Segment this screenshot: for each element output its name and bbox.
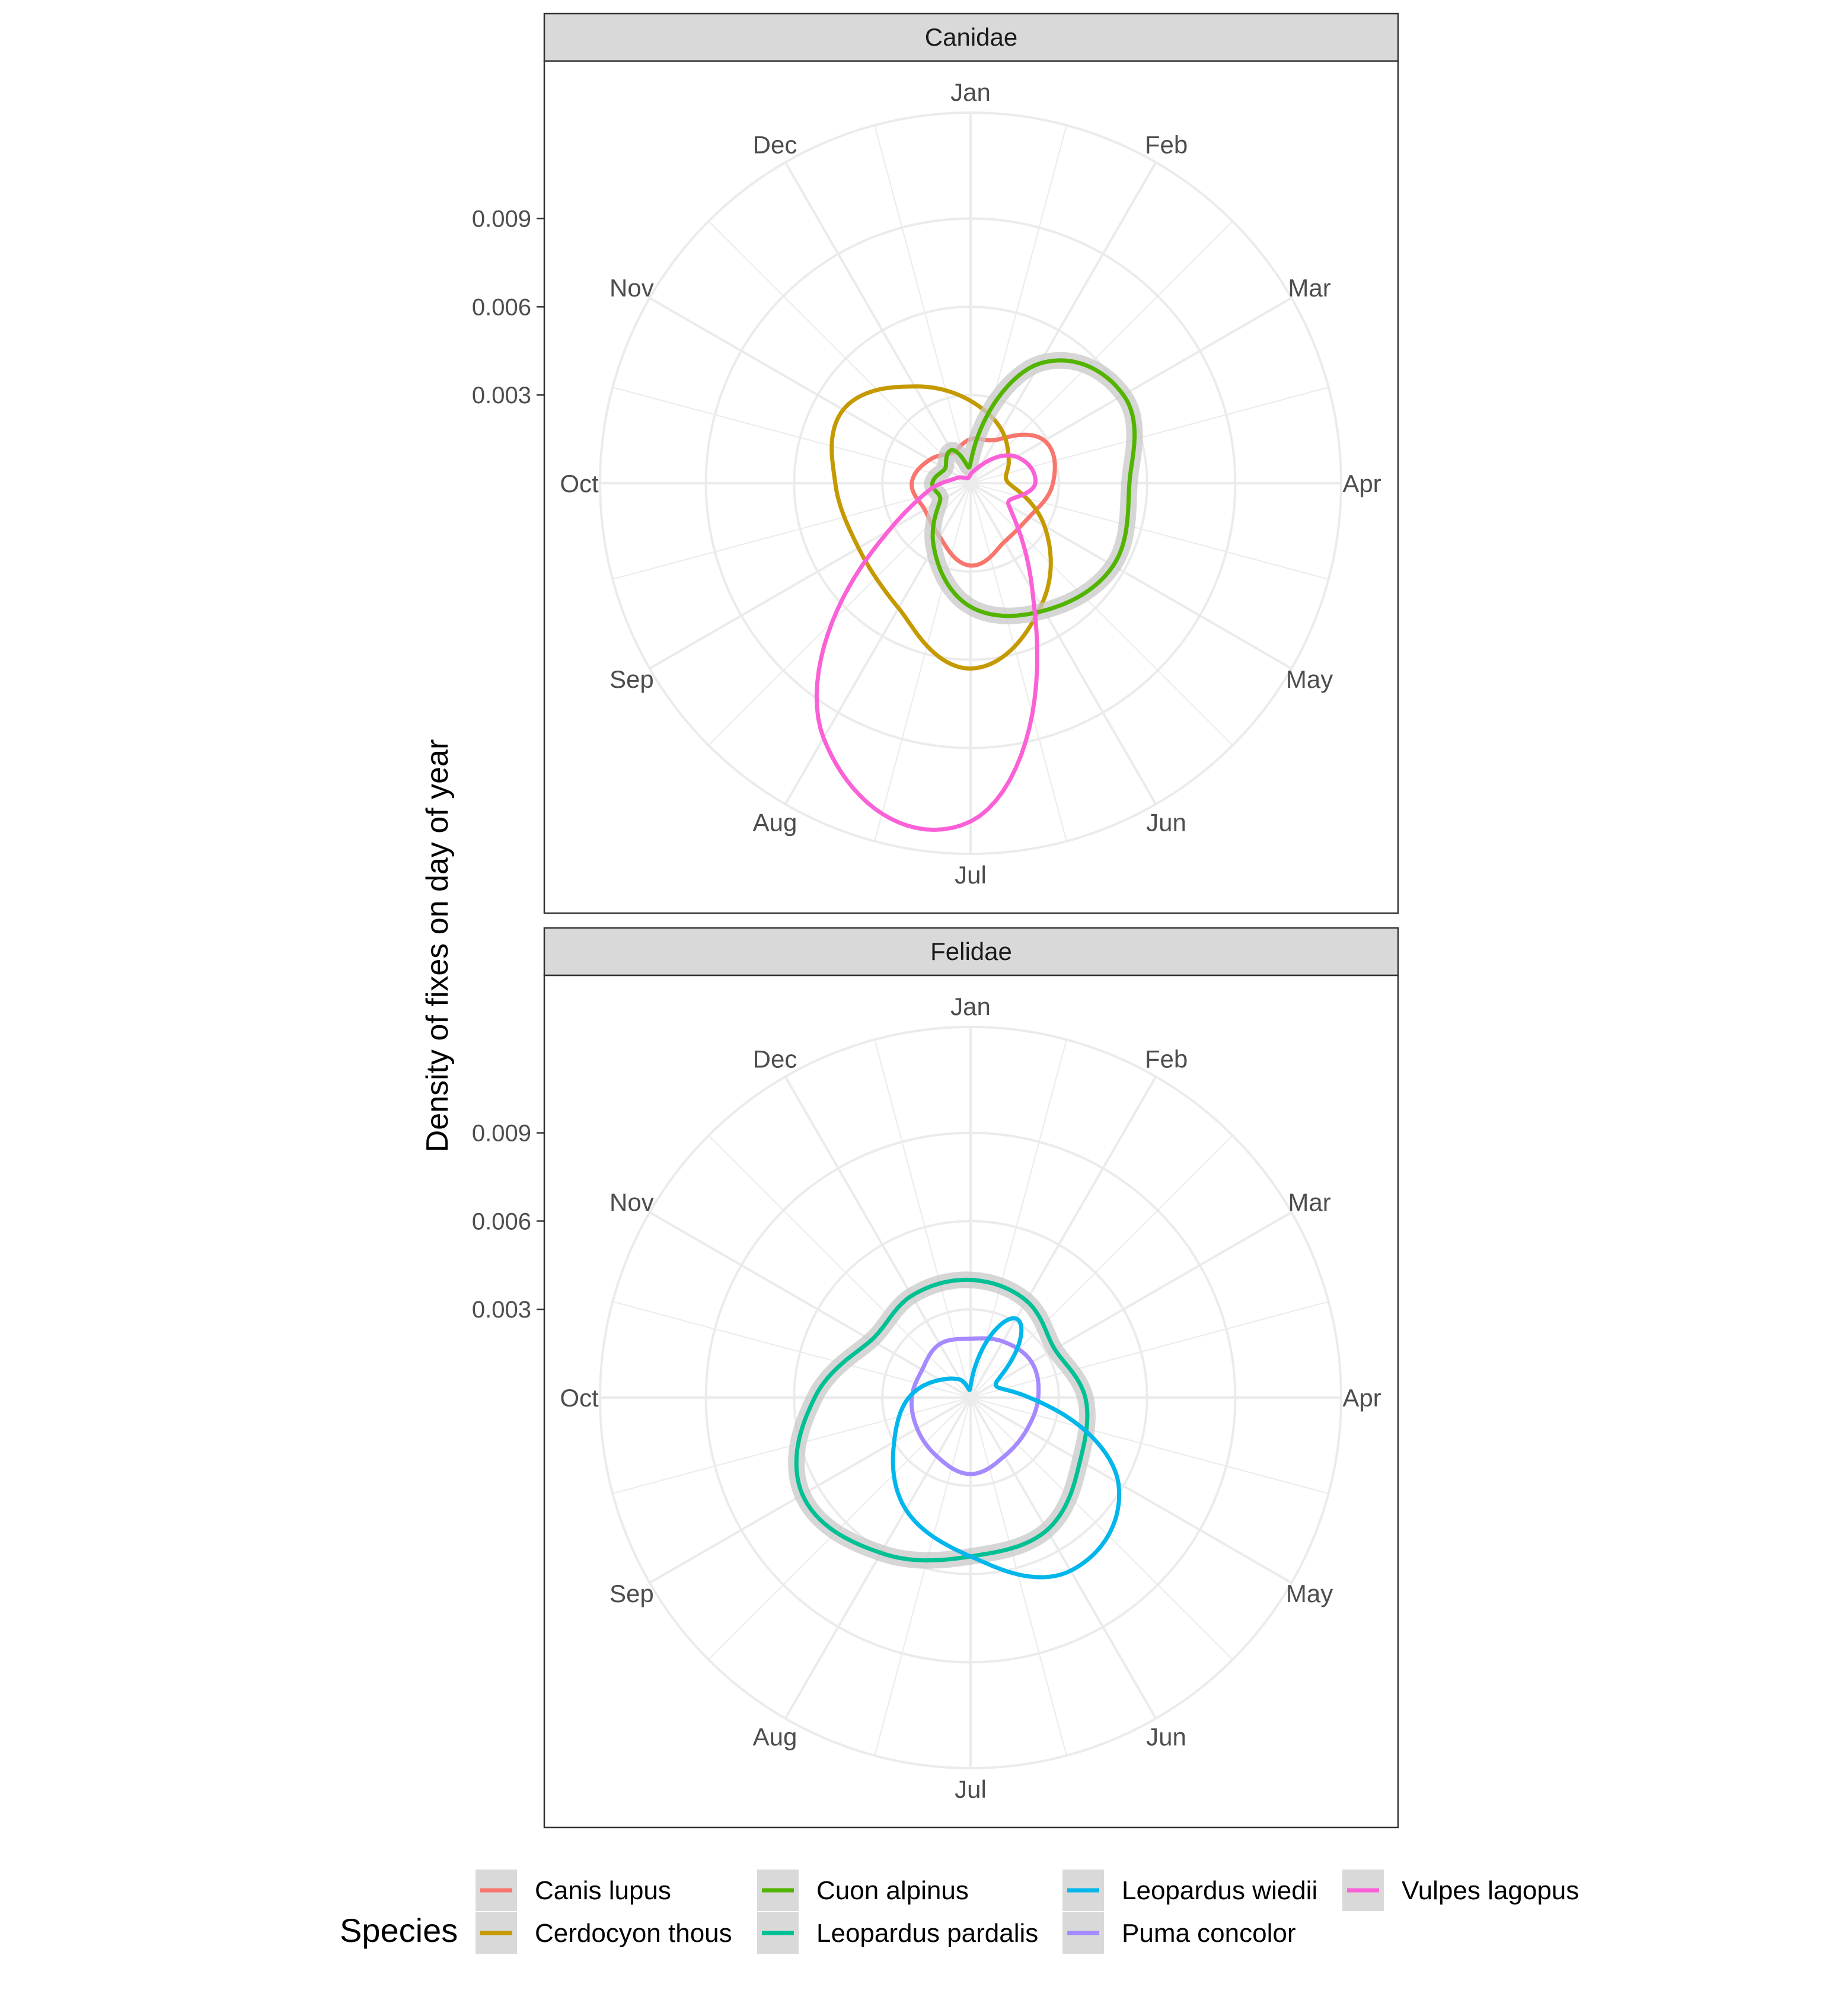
legend-label: Cerdocyon thous: [535, 1919, 732, 1948]
curve-vulpes-lagopus: [814, 453, 1039, 832]
r-tick-label: 0.009: [472, 206, 531, 232]
panel-felidae: Felidae Jan Feb Mar Apr May Jun Jul Aug Sep Oct No…: [472, 927, 1399, 1829]
legend-item: Leopardus wiedii: [1062, 1870, 1317, 1911]
legend: Species Canis lupus Cerdocyon thous Cuon a…: [340, 1870, 1579, 1954]
grid-spoke-minor: [970, 1397, 1233, 1660]
legend-label: Vulpes lagopus: [1402, 1876, 1579, 1905]
month-label-feb: Feb: [1145, 130, 1188, 158]
grid-spoke: [970, 1396, 1293, 1584]
grid-spoke-minor: [612, 1301, 971, 1398]
grid-spoke: [969, 1397, 1157, 1720]
grid-spoke: [969, 483, 1157, 805]
grid-spoke-minor: [874, 483, 971, 841]
grid-spoke: [649, 296, 971, 484]
polar-grid: [599, 111, 1342, 855]
grid-spoke-minor: [970, 1301, 1329, 1398]
month-label-dec: Dec: [753, 130, 797, 158]
month-label-nov: Nov: [610, 1188, 654, 1216]
grid-spoke-minor: [970, 483, 1067, 841]
legend-label: Puma concolor: [1122, 1919, 1295, 1948]
grid-spoke-minor: [970, 221, 1233, 484]
grid-spoke-minor: [612, 387, 971, 484]
grid-spoke-minor: [612, 483, 971, 580]
legend-label: Cuon alpinus: [816, 1876, 969, 1905]
radial-axis-ticks: 0.003 0.006 0.009: [472, 1121, 544, 1323]
grid-spoke: [970, 482, 1293, 670]
density-curves: [814, 352, 1143, 832]
month-labels: Jan Feb Mar Apr May Jun Jul Aug Sep Oct Nov Dec: [560, 78, 1381, 889]
grid-spoke: [784, 161, 972, 484]
curve-cerdocyon-thous: [829, 384, 1053, 671]
radial-axis-ticks: 0.003 0.006 0.009: [472, 206, 544, 409]
month-label-jul: Jul: [955, 861, 987, 889]
polar-grid: [599, 1026, 1342, 1769]
legend-keys: Canis lupus Cerdocyon thous Cuon alpinus Le…: [476, 1870, 1579, 1954]
r-tick-label: 0.009: [472, 1121, 531, 1147]
month-label-apr: Apr: [1342, 470, 1381, 497]
month-label-apr: Apr: [1342, 1384, 1381, 1412]
month-label-may: May: [1286, 1580, 1333, 1607]
month-label-dec: Dec: [753, 1045, 797, 1073]
legend-item: Vulpes lagopus: [1342, 1870, 1579, 1911]
density-curves: [788, 1271, 1122, 1580]
curve-puma-concolor: [909, 1336, 1041, 1476]
legend-item: Cerdocyon thous: [476, 1912, 732, 1954]
curve-leopardus-wiedii: [891, 1316, 1122, 1580]
legend-label: Canis lupus: [535, 1876, 671, 1905]
curve-cuon-alpinus: [930, 358, 1137, 618]
month-label-jun: Jun: [1146, 1723, 1186, 1751]
legend-item: Canis lupus: [476, 1870, 671, 1911]
curve-canis-lupus: [910, 432, 1057, 568]
month-label-aug: Aug: [753, 809, 797, 837]
grid-spoke: [970, 296, 1293, 484]
panel-canidae: Canidae Jan Feb Mar Apr May Jun Jul Aug Sep Oct No…: [472, 12, 1399, 914]
grid-spoke-minor: [874, 125, 971, 484]
month-labels: Jan Feb Mar Apr May Jun Jul Aug Sep Oct Nov Dec: [560, 993, 1381, 1803]
month-label-jan: Jan: [950, 993, 991, 1020]
r-tick-label: 0.006: [472, 1208, 531, 1235]
legend-title: Species: [340, 1912, 458, 1949]
month-label-may: May: [1286, 665, 1333, 693]
month-label-jan: Jan: [950, 78, 991, 106]
legend-label: Leopardus wiedii: [1122, 1876, 1317, 1905]
panel-title: Felidae: [930, 937, 1012, 965]
r-tick-label: 0.003: [472, 382, 531, 409]
month-label-mar: Mar: [1288, 274, 1330, 302]
legend-item: Leopardus pardalis: [757, 1912, 1038, 1954]
r-tick-label: 0.003: [472, 1297, 531, 1323]
month-label-jul: Jul: [955, 1775, 987, 1803]
panel-strip: [543, 12, 1399, 62]
month-label-sep: Sep: [610, 665, 654, 693]
panel-title: Canidae: [925, 23, 1017, 51]
month-label-mar: Mar: [1288, 1188, 1330, 1216]
legend-item: Cuon alpinus: [757, 1870, 969, 1911]
grid-spoke: [649, 1211, 971, 1399]
grid-spoke-minor: [874, 1397, 971, 1756]
grid-spoke-minor: [970, 1397, 1329, 1494]
grid-spoke: [649, 482, 971, 670]
r-tick-label: 0.006: [472, 294, 531, 320]
grid-spoke-minor: [970, 483, 1233, 746]
grid-spoke-minor: [708, 221, 971, 484]
y-axis-label: Density of fixes on day of year: [420, 739, 455, 1153]
grid-spoke-minor: [708, 1135, 971, 1398]
month-label-sep: Sep: [610, 1580, 654, 1607]
month-label-oct: Oct: [560, 470, 599, 497]
legend-label: Leopardus pardalis: [816, 1919, 1038, 1948]
panel-strip: [543, 927, 1399, 977]
month-label-jun: Jun: [1146, 809, 1186, 837]
month-label-aug: Aug: [753, 1723, 797, 1751]
grid-spoke: [970, 1211, 1293, 1399]
month-label-feb: Feb: [1145, 1045, 1188, 1073]
legend-item: Puma concolor: [1062, 1912, 1295, 1954]
grid-spoke: [969, 1076, 1157, 1398]
month-label-nov: Nov: [610, 274, 654, 302]
month-label-oct: Oct: [560, 1384, 599, 1412]
